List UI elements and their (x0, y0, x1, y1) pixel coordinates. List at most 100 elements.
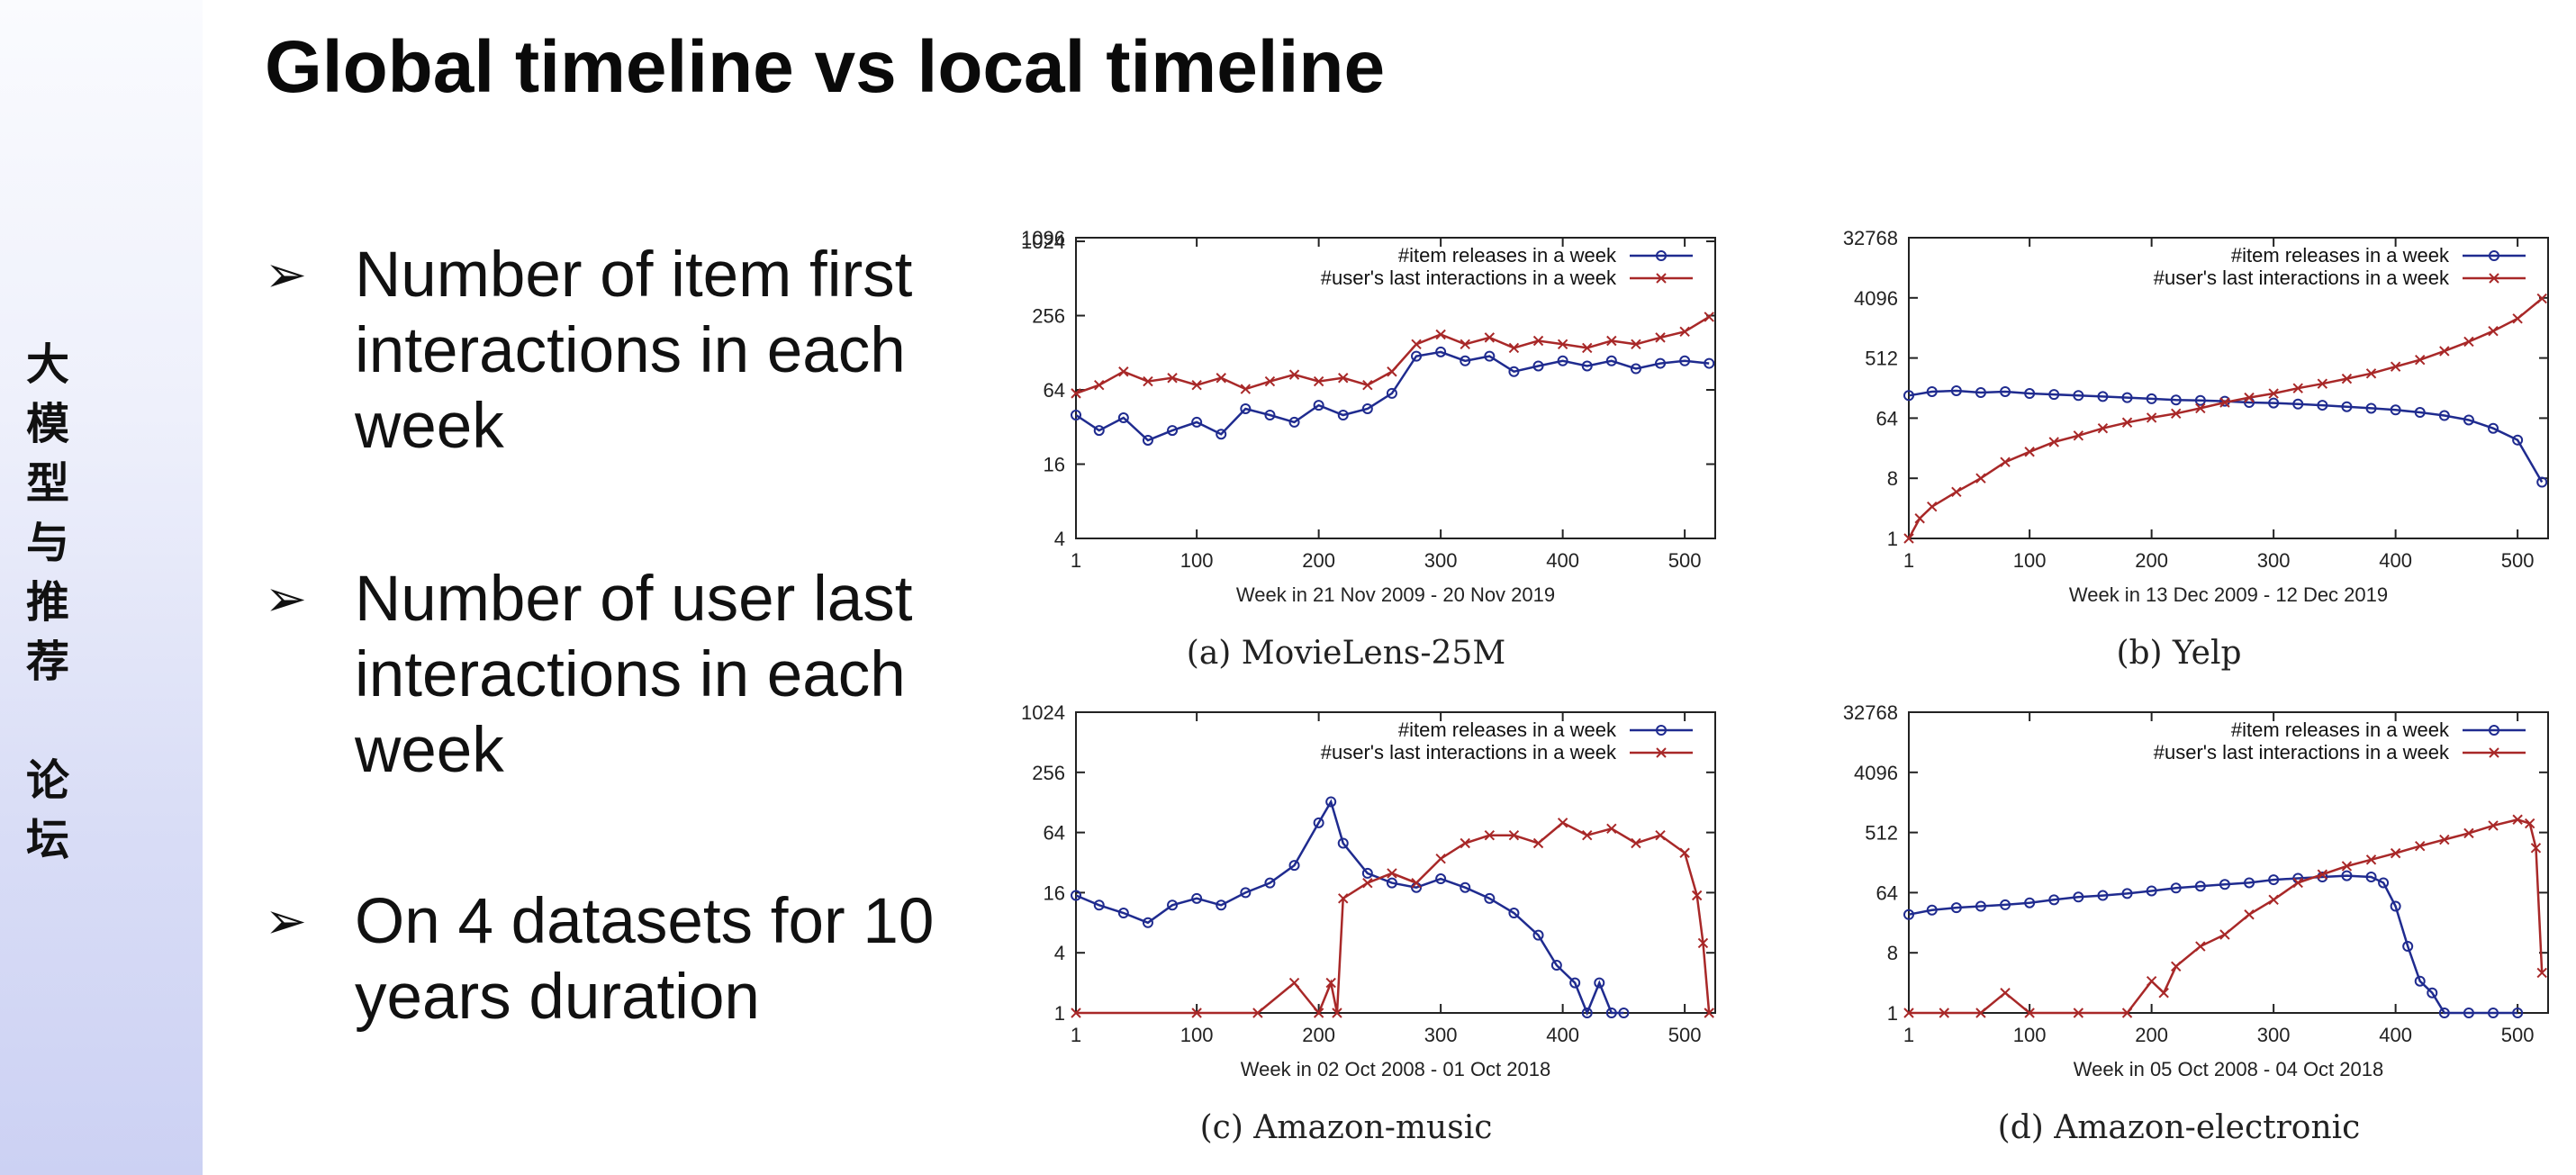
data-point (2317, 378, 2328, 389)
data-point (2390, 361, 2401, 372)
data-point (1313, 400, 1324, 411)
arrow-bullet-icon: ➢ (265, 892, 307, 951)
data-point (2427, 987, 2438, 999)
y-tick-label: 4 (1054, 942, 1065, 964)
data-point (1264, 409, 1276, 420)
series-line (1907, 297, 2543, 539)
data-point (2268, 388, 2279, 399)
data-point (1606, 823, 1617, 834)
y-tick-label: 16 (1044, 881, 1065, 904)
legend-label: #user's last interactions in a week (1321, 267, 1617, 289)
data-point (1618, 1008, 1630, 1018)
x-axis-label: Week in 05 Oct 2008 - 04 Oct 2018 (2074, 1058, 2383, 1080)
data-point (1655, 332, 1666, 343)
data-point (2512, 313, 2523, 324)
plot-frame (1908, 237, 2549, 539)
data-point (2292, 383, 2303, 393)
data-point (1288, 416, 1300, 428)
data-point (1191, 1008, 1202, 1018)
data-point (2121, 417, 2133, 428)
data-point (1679, 847, 1690, 858)
data-point (1338, 893, 1349, 904)
series-line (1908, 874, 2518, 1015)
data-point (2073, 390, 2084, 402)
data-point (1508, 830, 1520, 841)
data-point (2488, 820, 2499, 831)
data-point (1093, 899, 1105, 911)
data-point (2488, 1008, 2499, 1018)
x-axis-label: Week in 13 Dec 2009 - 12 Dec 2019 (2069, 583, 2388, 606)
data-point (1361, 402, 1373, 414)
x-tick-label: 300 (2257, 1024, 2291, 1046)
data-point (1435, 346, 1447, 357)
data-point (1411, 339, 1422, 350)
x-tick-label: 300 (1424, 1024, 1458, 1046)
data-point (1118, 366, 1129, 377)
data-point (1411, 877, 1422, 889)
bullet-text: Number of user last interactions in each… (355, 564, 913, 786)
y-tick-label: 8 (1887, 467, 1898, 490)
chart-amazon-music: 1 4 16 64 256 1024 1 100 200 300 400 500 Week in 02 … (1021, 701, 1716, 1080)
data-point (2317, 400, 2328, 411)
data-point (1191, 379, 1202, 391)
y-tick-label: 4096 (1854, 762, 1898, 784)
legend-label: #item releases in a week (1398, 719, 1617, 741)
data-point (1631, 339, 1641, 350)
legend-label: #item releases in a week (2231, 244, 2450, 267)
x-tick-label: 1 (1071, 1024, 1081, 1046)
chart-panel-movielens: 4 16 64 256 1024 1096 1 100 200 300 400 500 Week in … (959, 225, 1733, 672)
legend-marker (2489, 747, 2499, 758)
data-point (1362, 379, 1373, 391)
x-tick-label: 400 (2379, 549, 2412, 572)
data-point (2097, 890, 2109, 901)
data-point (1655, 357, 1667, 369)
data-point (1386, 877, 1397, 889)
data-point (1117, 412, 1129, 424)
data-point (1264, 877, 1276, 889)
data-point (1435, 329, 1446, 340)
data-point (2488, 325, 2499, 337)
y-tick-label: 64 (1044, 379, 1065, 402)
data-point (1532, 929, 1544, 941)
legend-marker (2489, 273, 2499, 284)
legend-label: #item releases in a week (1398, 244, 1617, 267)
legend-marker (1656, 725, 1667, 736)
data-point (2195, 941, 2206, 952)
sidebar-vertical-text: 大 模 型 与 推 荐 论 坛 (25, 339, 69, 865)
data-point (1240, 384, 1252, 394)
x-tick-label: 200 (1302, 549, 1335, 572)
data-point (2000, 456, 2011, 467)
data-point (1975, 473, 1986, 484)
data-point (1093, 425, 1105, 437)
data-point (2219, 397, 2230, 408)
data-point (2415, 840, 2426, 852)
data-point (2341, 373, 2353, 384)
data-point (1216, 373, 1226, 384)
bullet-text: On 4 datasets for 10 years duration (355, 886, 935, 1033)
data-point (2073, 891, 2084, 903)
data-point (1975, 1008, 1986, 1018)
data-point (2365, 872, 2377, 883)
sidebar-banner: 大 模 型 与 推 荐 论 坛 (0, 0, 203, 1175)
data-point (1460, 339, 1470, 350)
data-point (1903, 390, 1914, 402)
data-point (1950, 384, 1962, 396)
data-point (1288, 977, 1300, 989)
x-tick-label: 500 (1668, 549, 1702, 572)
x-tick-label: 200 (2135, 1024, 2168, 1046)
arrow-bullet-icon: ➢ (265, 246, 307, 304)
data-point (2378, 877, 2390, 889)
data-point (1361, 867, 1373, 879)
data-point (2146, 393, 2157, 404)
data-point (1071, 1008, 1081, 1018)
data-point (2365, 402, 2377, 414)
data-point (1557, 355, 1568, 366)
data-point (1927, 502, 1938, 512)
x-tick-label: 1 (1903, 549, 1914, 572)
data-point (1630, 363, 1641, 375)
series-line (1076, 821, 1711, 1016)
bullet-text: Number of item first interactions in eac… (355, 240, 913, 462)
data-point (1484, 830, 1496, 841)
data-point (2390, 404, 2401, 416)
